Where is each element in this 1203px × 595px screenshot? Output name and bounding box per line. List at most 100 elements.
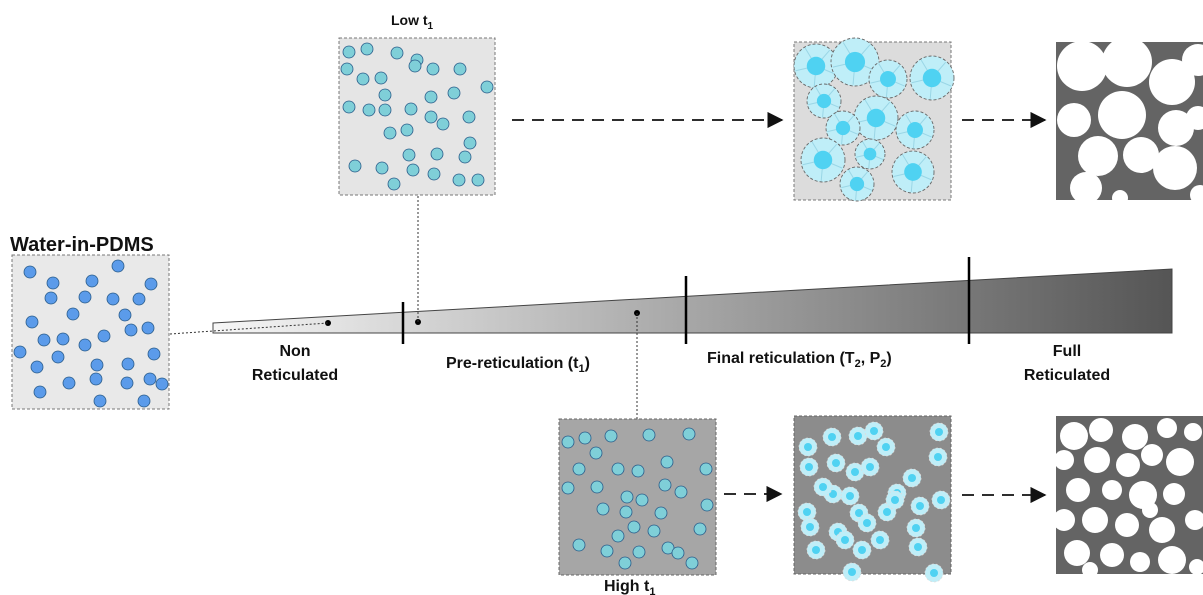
droplet-core — [816, 93, 832, 109]
droplet-core — [883, 508, 891, 516]
water-droplet — [342, 100, 356, 114]
foam-pore — [1142, 502, 1158, 518]
foam-pore — [1184, 423, 1202, 441]
water-droplet — [424, 110, 438, 124]
water-droplet — [132, 292, 146, 306]
reticulation-wedge — [212, 257, 1173, 344]
foam-pore — [1082, 562, 1098, 578]
water-droplet — [572, 538, 586, 552]
water-droplet — [693, 522, 707, 536]
foam-pore — [1057, 41, 1107, 91]
water-droplet — [390, 46, 404, 60]
water-droplet — [596, 502, 610, 516]
water-droplet — [400, 123, 414, 137]
foam-pore — [1115, 513, 1139, 537]
foam-pore — [1149, 517, 1175, 543]
water-droplet — [89, 372, 103, 386]
foam-pore — [1064, 540, 1090, 566]
high-t1-branched-droplets — [797, 421, 951, 583]
water-droplet — [404, 102, 418, 116]
label-final-reticulation: Final reticulation (T2, P2) — [707, 350, 892, 370]
water-droplet — [340, 62, 354, 76]
marker-dot-initial — [325, 320, 331, 326]
water-droplet — [632, 545, 646, 559]
water-droplet — [600, 544, 614, 558]
water-droplet — [141, 321, 155, 335]
water-droplet — [480, 80, 494, 94]
droplet-core — [882, 443, 890, 451]
water-droplet — [25, 315, 39, 329]
water-droplet — [578, 431, 592, 445]
foam-pore — [1158, 546, 1186, 574]
water-droplet — [627, 520, 641, 534]
water-droplet — [402, 148, 416, 162]
droplet-core — [829, 490, 837, 498]
label-high-t1: High t1 — [604, 578, 655, 595]
water-droplet — [654, 506, 668, 520]
water-droplet — [430, 147, 444, 161]
droplet-core — [841, 536, 849, 544]
label-non-line1: Non — [279, 343, 310, 360]
foam-pore — [1102, 37, 1152, 87]
label-full-line1: Full — [1053, 343, 1081, 360]
droplet-core — [813, 150, 833, 170]
water-droplet — [387, 177, 401, 191]
droplet-core — [846, 492, 854, 500]
water-droplet — [56, 332, 70, 346]
water-droplet — [85, 274, 99, 288]
droplet-core — [855, 509, 863, 517]
droplet-core — [806, 56, 826, 76]
water-droplet — [147, 347, 161, 361]
water-droplet — [604, 429, 618, 443]
water-droplet — [453, 62, 467, 76]
droplet-core — [819, 483, 827, 491]
water-droplet — [78, 290, 92, 304]
water-droplet — [13, 345, 27, 359]
label-full-line2: Reticulated — [1024, 367, 1110, 384]
droplet-core — [908, 474, 916, 482]
stage-labels: Non Reticulated Pre-reticulation (t1) Fi… — [252, 343, 1110, 384]
water-droplet — [362, 103, 376, 117]
water-droplet — [378, 88, 392, 102]
water-droplet — [427, 167, 441, 181]
droplet-core — [880, 71, 896, 87]
water-droplet — [144, 277, 158, 291]
foam-pore — [1190, 185, 1203, 205]
water-droplet — [360, 42, 374, 56]
water-droplet — [137, 394, 151, 408]
foam-pore — [1089, 418, 1113, 442]
droplet-core — [922, 68, 942, 88]
water-droplet — [611, 529, 625, 543]
foam-pore — [1054, 450, 1074, 470]
water-droplet — [700, 498, 714, 512]
low-t1-foam-pores — [1057, 37, 1203, 206]
droplet-core — [914, 543, 922, 551]
droplet-core — [851, 468, 859, 476]
droplet-core — [870, 427, 878, 435]
label-non-line2: Reticulated — [252, 367, 338, 384]
water-droplet — [462, 110, 476, 124]
water-droplet — [561, 435, 575, 449]
droplet-core — [912, 524, 920, 532]
droplet-core — [863, 147, 877, 161]
water-droplet — [90, 358, 104, 372]
water-droplet — [561, 481, 575, 495]
foam-pore — [1149, 59, 1195, 105]
water-droplet — [143, 372, 157, 386]
low-t1-expanded-droplets — [793, 37, 955, 202]
foam-pore — [1189, 559, 1203, 575]
water-droplet — [685, 556, 699, 570]
water-droplet — [642, 428, 656, 442]
low-t1-droplets — [340, 42, 494, 191]
foam-pore — [1141, 444, 1163, 466]
droplet-core — [866, 108, 886, 128]
high-t1-droplets — [561, 427, 714, 570]
water-droplet — [671, 546, 685, 560]
foam-pore — [1084, 447, 1110, 473]
droplet-core — [863, 519, 871, 527]
droplet-core — [844, 51, 866, 73]
foam-pore — [1157, 418, 1177, 438]
water-droplet — [471, 173, 485, 187]
droplet-core — [848, 568, 856, 576]
water-droplet — [111, 259, 125, 273]
